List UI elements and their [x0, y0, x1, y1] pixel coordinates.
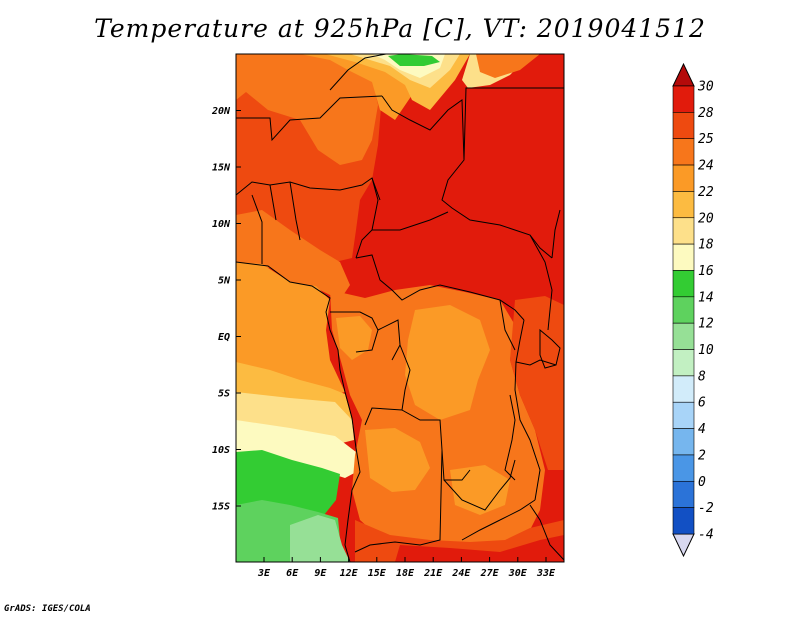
colorbar-band: [672, 138, 695, 166]
colorbar-label: 14: [698, 290, 714, 305]
colorbar-band: [672, 191, 695, 219]
lat-label: 15S: [212, 502, 230, 513]
field-palegreen-southatlantic: [290, 515, 350, 562]
colorbar-label: 20: [698, 211, 714, 226]
colorbar-band: [672, 454, 695, 482]
colorbar-label: 18: [698, 238, 714, 253]
colorbar-band: [672, 349, 695, 377]
colorbar-label: 4: [698, 422, 706, 437]
colorbar-band: [672, 507, 695, 535]
longitude-axis: 3E 6E 9E 12E 15E 18E 21E 24E 27E 30E 33E: [257, 557, 556, 579]
lat-label: 10S: [212, 445, 230, 456]
field-orange-northeast: [476, 54, 540, 78]
field-amber-zambia: [450, 465, 510, 515]
colorbar-band: [672, 243, 695, 271]
lon-label: 3E: [257, 568, 271, 579]
field-amber-congo-patch: [405, 305, 490, 420]
map-title: Temperature at 925hPa [C], VT: 201904151…: [94, 14, 706, 43]
colorbar-bottom-triangle: [672, 533, 695, 558]
colorbar-label: 25: [698, 132, 714, 147]
lon-label: 15E: [368, 568, 387, 579]
country-boundaries: [236, 54, 564, 562]
colorbar-top-triangle: [672, 62, 695, 87]
lon-label: 27E: [480, 568, 500, 579]
colorbar-label: 2: [698, 448, 706, 463]
map-frame: [235, 53, 565, 563]
colorbar-band: [672, 401, 695, 429]
colorbar-label: 12: [698, 317, 714, 332]
colorbar-band: [672, 85, 695, 113]
colorbar-band: [672, 270, 695, 298]
colorbar-band: [672, 480, 695, 508]
lon-label: 24E: [451, 568, 471, 579]
colorbar-label: -4: [698, 528, 714, 543]
lon-label: 12E: [340, 568, 359, 579]
lon-label: 30E: [508, 568, 528, 579]
field-amber-atlantic: [236, 262, 345, 396]
field-amber-angola: [365, 428, 430, 492]
colorbar-label: 28: [698, 106, 714, 121]
temperature-field: [236, 54, 564, 562]
lat-label: 5N: [218, 276, 231, 287]
colorbar-band: [672, 375, 695, 403]
colorbar-label: -2: [698, 501, 714, 516]
lat-label: 15N: [212, 163, 231, 174]
lon-label: 18E: [396, 568, 415, 579]
field-hot-southmost: [395, 535, 564, 562]
lat-label: 10N: [212, 219, 231, 230]
field-green-north: [388, 54, 440, 66]
lon-label: 33E: [536, 568, 556, 579]
lat-label: 20N: [211, 106, 231, 117]
field-warm-eastlakes: [510, 296, 564, 470]
lon-label: 6E: [286, 568, 299, 579]
field-orange-northwest: [236, 54, 378, 165]
colorbar-label: 10: [698, 343, 714, 358]
lat-label: 5S: [218, 389, 230, 400]
credit-label: GrADS: IGES/COLA: [4, 604, 91, 614]
colorbar-band: [672, 112, 695, 140]
colorbar-band: [672, 322, 695, 350]
colorbar-band: [672, 428, 695, 456]
lon-label: 9E: [314, 568, 327, 579]
lon-label: 21E: [423, 568, 443, 579]
colorbar-bands: [672, 85, 695, 535]
colorbar-label: 0: [698, 475, 706, 490]
colorbar-label: 30: [697, 80, 714, 95]
field-orange-westcoast: [236, 210, 350, 300]
colorbar-band: [672, 296, 695, 324]
colorbar-label: 22: [698, 185, 714, 200]
colorbar-label: 6: [698, 396, 706, 411]
field-amber-gabon: [336, 316, 372, 360]
lat-label: EQ: [218, 332, 230, 343]
colorbar-label: 16: [698, 264, 714, 279]
colorbar-band: [672, 164, 695, 192]
colorbar-label: 8: [698, 369, 706, 384]
colorbar-label: 24: [698, 159, 714, 174]
field-cream-atlantic: [236, 420, 360, 478]
latitude-axis: 20N 15N 10N 5N EQ 5S 10S 15S: [211, 106, 241, 513]
colorbar-band: [672, 217, 695, 245]
